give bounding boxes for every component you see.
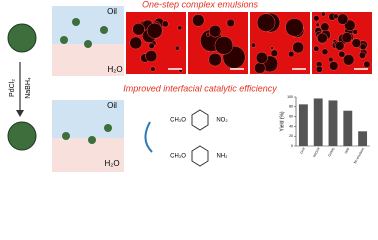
y-tick-label: 0	[291, 144, 293, 148]
droplet	[315, 22, 320, 27]
x-tick-label: No emulsion	[353, 147, 365, 165]
yield-chart: 0 20 40 60 80 100 Yield (%) O/W W/O/W O/W/O W/O No …	[279, 95, 370, 164]
droplet	[288, 50, 295, 58]
droplet	[285, 18, 304, 37]
y-tick-label: 60	[289, 115, 293, 119]
droplet	[351, 38, 362, 48]
reaction-arrow	[144, 121, 153, 153]
group: CH₃O	[170, 154, 186, 160]
droplet	[313, 15, 320, 22]
droplet	[132, 22, 145, 36]
droplet	[321, 48, 329, 56]
micrographs	[126, 11, 372, 74]
water-phase	[52, 44, 124, 76]
droplet-particle	[72, 18, 80, 26]
droplet	[192, 14, 205, 27]
droplet	[313, 45, 320, 52]
droplet-particle	[100, 26, 108, 34]
water-label: H₂O	[104, 159, 119, 168]
droplet	[335, 41, 345, 51]
droplet	[270, 49, 279, 57]
droplet	[161, 20, 169, 28]
droplet	[338, 50, 346, 58]
group: NH₂	[217, 154, 229, 160]
droplet	[208, 52, 222, 67]
droplet	[328, 56, 334, 63]
particle	[7, 23, 37, 53]
droplet-particle	[62, 132, 70, 140]
water-label: H₂O	[107, 65, 122, 74]
x-tick-label: O/W	[299, 147, 306, 155]
droplet	[316, 32, 328, 44]
group: NO₂	[216, 118, 228, 124]
bar	[343, 110, 353, 146]
droplet	[255, 51, 268, 64]
oil-label: Oil	[107, 7, 117, 16]
droplet	[214, 36, 234, 55]
y-tick-label: 20	[289, 134, 293, 138]
oil-label: Oil	[107, 101, 117, 110]
benzene-ring	[191, 109, 209, 131]
droplet	[250, 42, 256, 48]
droplet	[148, 42, 155, 49]
reagent: PdCl₂	[9, 79, 16, 97]
benzene-ring	[191, 145, 209, 167]
droplet	[333, 13, 339, 19]
droplet	[254, 62, 266, 74]
bar	[358, 131, 368, 146]
droplet	[208, 24, 222, 38]
top-title: One-step complex emulsions	[142, 0, 259, 9]
group: CH₃O	[170, 118, 186, 124]
droplet	[174, 45, 180, 51]
x-tick-label: O/W/O	[327, 146, 336, 157]
droplet	[177, 25, 183, 31]
y-axis-label: Yield (%)	[279, 111, 285, 131]
droplet-particle	[104, 124, 112, 132]
bottom-title: Improved interfacial catalytic efficienc…	[123, 83, 277, 93]
bar	[313, 98, 323, 146]
droplet	[363, 60, 371, 68]
droplet	[145, 50, 158, 63]
x-tick-label: W/O	[344, 146, 351, 154]
graphical-abstract: Oil H₂O One-step complex emulsions PdCl₂…	[7, 0, 372, 172]
droplet	[270, 46, 274, 50]
droplet	[206, 32, 211, 37]
droplet	[352, 29, 358, 35]
droplet-particle	[60, 36, 68, 44]
arrow-head	[16, 110, 24, 117]
droplet	[358, 51, 366, 59]
bar	[298, 104, 308, 146]
particle	[7, 121, 37, 151]
droplet	[146, 22, 163, 39]
droplet	[320, 11, 326, 17]
droplet	[315, 65, 323, 73]
water-phase	[52, 138, 124, 172]
droplet	[359, 43, 367, 51]
oil-phase	[52, 100, 124, 138]
droplet-particle	[84, 40, 92, 48]
droplet	[256, 13, 276, 32]
y-tick-label: 100	[287, 95, 293, 99]
bar	[328, 100, 338, 146]
droplet	[341, 32, 353, 43]
droplet	[150, 66, 156, 72]
droplet	[292, 41, 305, 54]
droplet	[329, 61, 339, 71]
reagent: NaBH₄	[25, 77, 32, 99]
droplet	[129, 36, 143, 50]
droplet	[337, 13, 349, 25]
y-tick-label: 40	[289, 124, 293, 128]
y-tick-label: 80	[289, 105, 293, 109]
x-tick-label: W/O/W	[312, 147, 321, 158]
droplet	[342, 54, 355, 66]
droplet-particle	[88, 136, 96, 144]
droplet	[226, 18, 235, 28]
